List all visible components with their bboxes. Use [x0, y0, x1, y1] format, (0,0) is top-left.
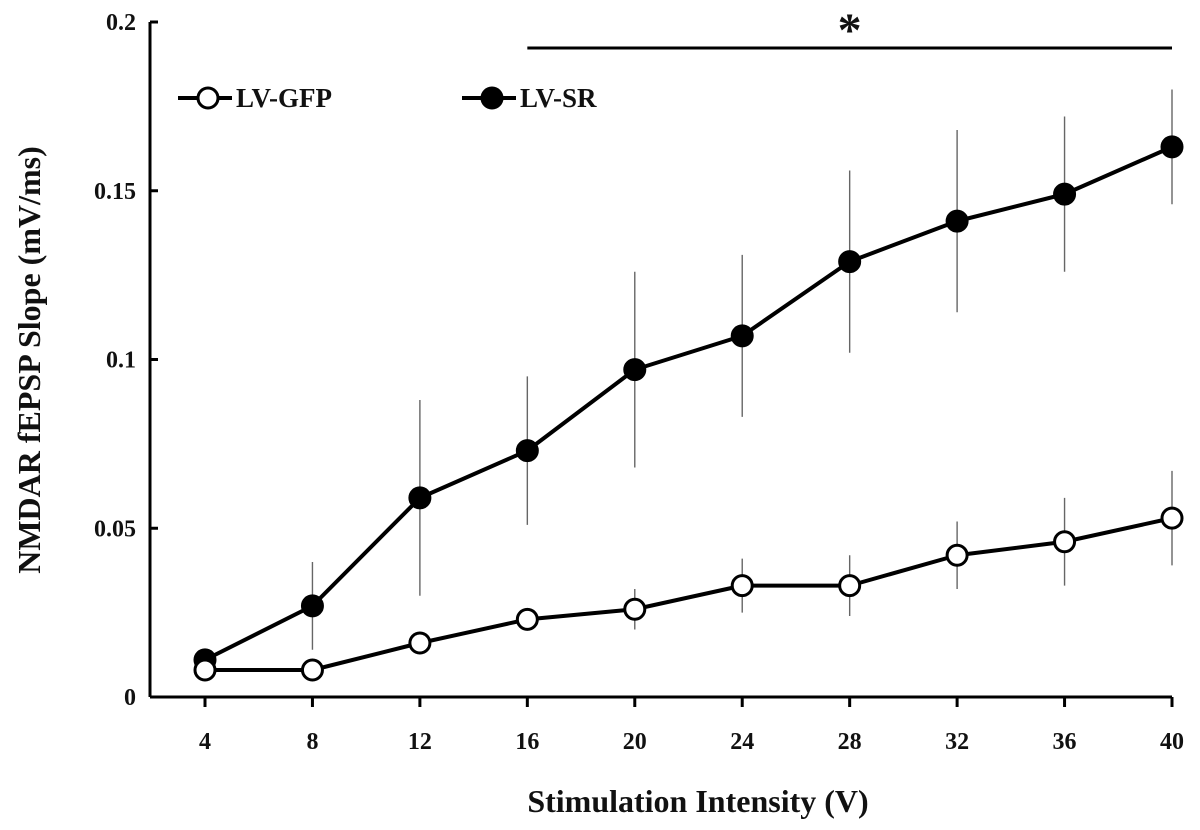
y-tick-label: 0.15 — [94, 179, 136, 205]
series-line-lv-gfp — [205, 516, 1173, 672]
y-tick-label: 0 — [124, 685, 136, 711]
data-point-lv-gfp — [838, 574, 862, 598]
x-tick-label: 4 — [199, 729, 211, 755]
series-line-lv-sr — [204, 145, 1173, 662]
x-axis-ticks: 4 8 12 16 20 24 28 32 36 40 — [199, 697, 1184, 755]
significance-annotation: * — [527, 4, 1172, 57]
x-tick-label: 8 — [306, 729, 318, 755]
plot-area: 0 0.05 0.1 0.15 0.2 4 8 12 16 20 24 28 32 36 40 * — [94, 4, 1184, 755]
legend-item-lv-gfp: LV-GFP — [178, 83, 332, 113]
x-tick-label: 28 — [838, 729, 862, 755]
legend-marker — [480, 86, 504, 110]
series-lines — [204, 145, 1173, 672]
data-point-lv-gfp — [623, 597, 647, 621]
legend-item-lv-sr: LV-SR — [462, 83, 597, 113]
x-tick-label: 36 — [1053, 729, 1077, 755]
data-point-lv-gfp — [945, 543, 969, 567]
legend-label: LV-GFP — [236, 83, 332, 113]
y-tick-label: 0.2 — [106, 10, 136, 36]
data-point-lv-gfp — [300, 658, 324, 682]
error-bars — [204, 89, 1173, 674]
significance-asterisk: * — [838, 4, 862, 57]
data-point-lv-gfp — [730, 574, 754, 598]
x-axis-title: Stimulation Intensity (V) — [527, 783, 868, 819]
data-point-lv-sr — [1053, 182, 1077, 206]
y-tick-label: 0.1 — [106, 348, 136, 374]
data-point-lv-gfp — [408, 631, 432, 655]
legend: LV-GFP LV-SR — [178, 83, 597, 113]
data-point-lv-sr — [730, 324, 754, 348]
y-tick-label: 0.05 — [94, 516, 136, 542]
x-tick-label: 32 — [945, 729, 969, 755]
data-point-lv-sr — [300, 594, 324, 618]
data-point-lv-sr — [838, 250, 862, 274]
data-point-lv-gfp — [515, 607, 539, 631]
x-tick-label: 16 — [515, 729, 539, 755]
data-point-lv-sr — [945, 209, 969, 233]
y-axis-title: NMDAR fEPSP Slope (mV/ms) — [11, 146, 47, 574]
x-tick-label: 40 — [1160, 729, 1184, 755]
x-tick-label: 20 — [623, 729, 647, 755]
legend-label: LV-SR — [520, 83, 597, 113]
data-point-lv-gfp — [1160, 506, 1184, 530]
data-point-lv-sr — [1160, 135, 1184, 159]
data-point-lv-sr — [515, 439, 539, 463]
y-axis-ticks: 0 0.05 0.1 0.15 0.2 — [94, 10, 158, 711]
legend-marker — [196, 86, 220, 110]
data-point-lv-gfp — [193, 658, 217, 682]
data-point-lv-sr — [408, 486, 432, 510]
x-tick-label: 24 — [730, 729, 754, 755]
data-point-lv-sr — [623, 358, 647, 382]
data-point-lv-gfp — [1053, 530, 1077, 554]
x-tick-label: 12 — [408, 729, 432, 755]
series-markers — [193, 135, 1184, 682]
